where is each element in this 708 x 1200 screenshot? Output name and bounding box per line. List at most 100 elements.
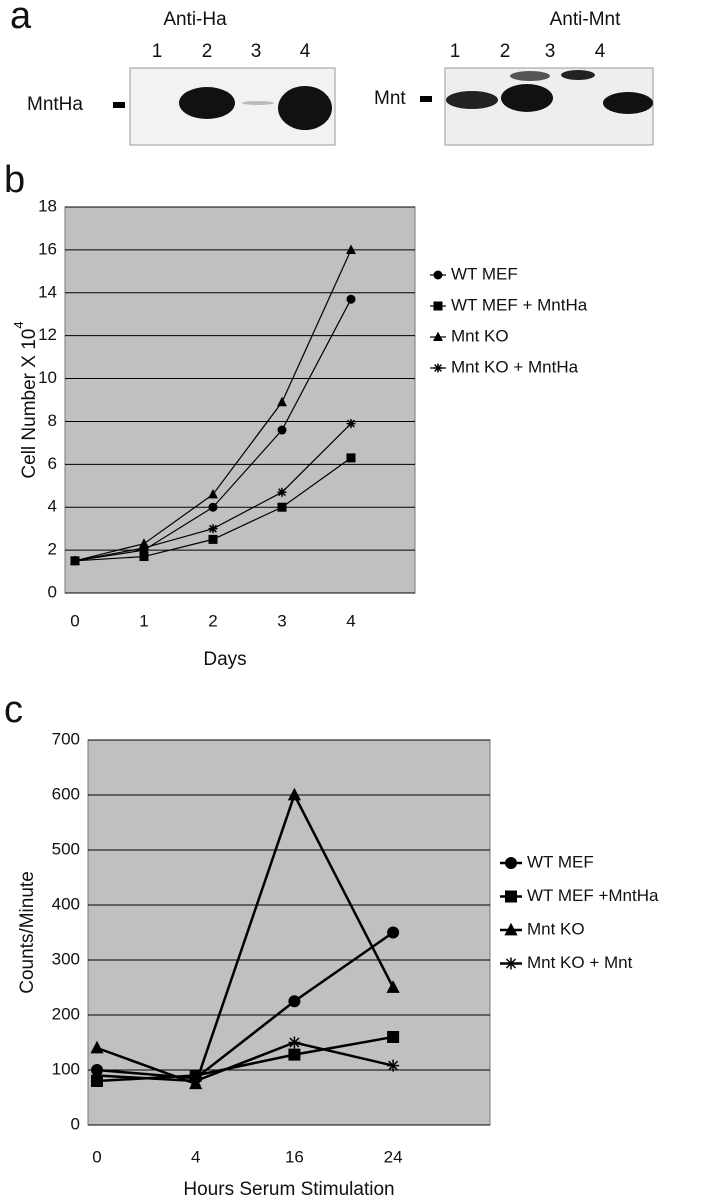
band bbox=[603, 92, 653, 114]
lane-label: 3 bbox=[545, 41, 556, 62]
band bbox=[561, 70, 595, 80]
lane-label: 1 bbox=[450, 41, 461, 62]
marker bbox=[277, 487, 287, 497]
x-tick-label: 0 bbox=[70, 611, 79, 630]
band bbox=[179, 87, 235, 119]
lane-label: 3 bbox=[251, 41, 262, 62]
y-tick-label: 14 bbox=[38, 282, 57, 301]
marker bbox=[387, 1059, 400, 1072]
y-tick-label: 0 bbox=[71, 1114, 80, 1133]
band bbox=[510, 71, 550, 81]
y-tick-label: 0 bbox=[48, 582, 57, 601]
marker bbox=[139, 552, 149, 562]
marker bbox=[433, 363, 443, 373]
marker-dash bbox=[420, 96, 432, 102]
x-tick-label: 2 bbox=[208, 611, 217, 630]
lane-label: 1 bbox=[152, 41, 163, 62]
panel-label: c bbox=[4, 689, 23, 731]
y-tick-label: 100 bbox=[52, 1059, 80, 1078]
panel-label: b bbox=[4, 159, 25, 201]
y-axis-label: Counts/Minute bbox=[17, 871, 38, 994]
marker bbox=[277, 502, 287, 512]
x-tick-label: 24 bbox=[384, 1147, 403, 1166]
x-tick-label: 1 bbox=[139, 611, 148, 630]
marker bbox=[277, 396, 287, 407]
band bbox=[278, 86, 332, 130]
series-line bbox=[96, 1041, 394, 1083]
y-tick-label: 600 bbox=[52, 784, 80, 803]
y-tick-label: 16 bbox=[38, 239, 57, 258]
marker bbox=[387, 926, 400, 939]
marker bbox=[288, 995, 301, 1008]
marker bbox=[189, 1075, 202, 1087]
y-axis-label-superscript: 4 bbox=[11, 321, 26, 328]
legend-label: WT MEF bbox=[451, 264, 518, 283]
marker bbox=[433, 270, 443, 280]
series-line bbox=[96, 791, 395, 1086]
marker bbox=[288, 1048, 301, 1061]
legend-label: WT MEF + MntHa bbox=[451, 295, 588, 314]
marker bbox=[505, 857, 517, 869]
marker bbox=[287, 787, 301, 801]
panel-label: a bbox=[10, 0, 32, 37]
marker bbox=[277, 425, 287, 435]
legend-label: WT MEF +MntHa bbox=[527, 886, 659, 905]
y-axis-label: Cell Number X 104 bbox=[11, 321, 40, 478]
y-tick-label: 700 bbox=[52, 729, 80, 748]
marker bbox=[139, 543, 149, 553]
marker-dash bbox=[113, 102, 125, 108]
marker bbox=[90, 1040, 104, 1054]
marker bbox=[208, 488, 218, 499]
plot-area bbox=[87, 739, 491, 1126]
lane-label: 4 bbox=[300, 41, 311, 62]
y-axis-label-text: Counts/Minute bbox=[17, 871, 38, 994]
marker bbox=[433, 301, 443, 311]
lane-label: 2 bbox=[202, 41, 213, 62]
blot-marker: MntHa bbox=[27, 94, 83, 115]
marker bbox=[208, 502, 218, 512]
marker bbox=[288, 1036, 301, 1049]
marker bbox=[387, 1031, 400, 1043]
legend-label: WT MEF bbox=[527, 852, 594, 871]
marker bbox=[70, 556, 80, 566]
marker bbox=[208, 524, 218, 534]
marker bbox=[505, 957, 517, 970]
marker bbox=[346, 453, 356, 463]
blot-title: Anti-Ha bbox=[163, 9, 227, 30]
blot-title: Anti-Mnt bbox=[550, 9, 621, 30]
plot-area bbox=[64, 206, 416, 594]
marker bbox=[386, 980, 400, 993]
legend-label: Mnt KO + Mnt bbox=[527, 953, 633, 972]
y-tick-label: 4 bbox=[48, 497, 57, 516]
marker bbox=[91, 1069, 103, 1082]
y-axis-label-text: Cell Number X 10 bbox=[19, 329, 40, 479]
marker bbox=[433, 331, 443, 342]
lane-label: 2 bbox=[500, 41, 511, 62]
y-tick-label: 200 bbox=[52, 1004, 80, 1023]
marker bbox=[208, 534, 218, 544]
legend-label: Mnt KO bbox=[451, 326, 509, 345]
x-tick-label: 16 bbox=[285, 1147, 304, 1166]
marker bbox=[346, 244, 356, 254]
x-axis-label: Days bbox=[203, 649, 246, 670]
x-tick-label: 4 bbox=[346, 611, 355, 630]
y-tick-label: 10 bbox=[38, 368, 57, 387]
marker bbox=[505, 890, 517, 903]
blot-marker: Mnt bbox=[374, 88, 406, 109]
y-tick-label: 400 bbox=[52, 894, 80, 913]
band bbox=[501, 84, 553, 112]
x-tick-label: 0 bbox=[92, 1147, 101, 1166]
y-tick-label: 18 bbox=[38, 196, 57, 215]
marker bbox=[346, 419, 356, 429]
marker bbox=[504, 922, 518, 936]
y-tick-label: 6 bbox=[48, 454, 57, 473]
y-tick-label: 12 bbox=[38, 325, 57, 344]
lane-label: 4 bbox=[595, 41, 606, 62]
x-axis-label: Hours Serum Stimulation bbox=[183, 1179, 394, 1200]
series-line bbox=[96, 931, 394, 1080]
y-tick-label: 300 bbox=[52, 949, 80, 968]
y-tick-label: 500 bbox=[52, 839, 80, 858]
marker bbox=[346, 294, 356, 304]
y-tick-label: 2 bbox=[48, 540, 57, 559]
